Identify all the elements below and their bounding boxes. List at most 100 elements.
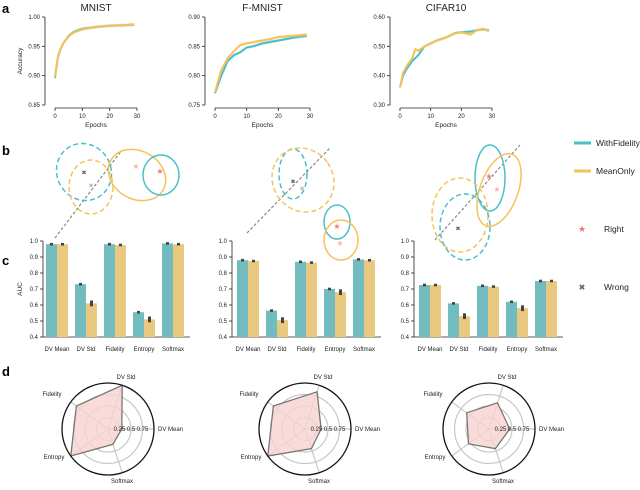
y-tick-label: 0.90	[28, 74, 40, 80]
y-tick-label: 0.7	[401, 287, 410, 293]
solid-ellipse	[323, 219, 359, 261]
ellipse-plot-1: ★ ★ ✖ ✖	[246, 147, 359, 261]
y-tick-label: 0.75	[188, 103, 200, 109]
chart-title: MNIST	[80, 3, 111, 14]
y-tick-label: 0.9	[401, 255, 410, 261]
series-line-meanonly	[214, 33, 307, 93]
legend-label-meanonly: MeanOnly	[596, 166, 635, 176]
x-tick-label: 20	[275, 114, 282, 120]
radar-polygon	[70, 384, 123, 457]
radar-outer-ring	[61, 382, 155, 476]
bar-withfidelity	[477, 285, 488, 337]
bar-meanonly	[364, 260, 375, 337]
bar-meanonly	[144, 319, 155, 337]
y-axis-label: Accuracy	[17, 47, 24, 74]
y-tick-label: 0.7	[219, 287, 228, 293]
bar-withfidelity	[535, 281, 546, 337]
radar-axis-label: Entropy	[44, 455, 65, 461]
radar-axis-label: Entropy	[425, 455, 446, 461]
radar-axis-label: DV Std	[116, 375, 135, 381]
bar-withfidelity	[162, 243, 173, 337]
x-axis-label: Epochs	[85, 122, 107, 129]
x-tick-label: 30	[489, 114, 496, 120]
right-marker-star: ★	[132, 162, 139, 171]
series-line-withfidelity	[54, 23, 135, 79]
x-axis-label: Epochs	[435, 122, 457, 129]
bar-meanonly	[57, 244, 68, 337]
bar-withfidelity	[448, 303, 459, 337]
radar-chart-2: 0.25 0.5 0.75 DV Mean DV Std Fidelity Entropy S…	[423, 375, 564, 485]
bar-chart-0: 0.4 0.5 0.6 0.7 0.8 0.9 1.0 AUC DV Mean DV Std Fid…	[17, 239, 190, 353]
dashed-ellipse	[68, 159, 114, 215]
right-marker-star: ★	[336, 239, 343, 248]
y-tick-label: 0.90	[188, 15, 200, 21]
y-tick-label: 0.85	[28, 103, 40, 109]
wrong-marker-x: ✖	[88, 183, 93, 190]
x-tick-label: 0	[213, 114, 217, 120]
x-axis-label: Epochs	[252, 122, 274, 129]
solid-ellipse	[142, 154, 180, 196]
bar-meanonly	[248, 261, 259, 337]
dashed-ellipse	[431, 177, 489, 253]
y-tick-label: 0.6	[30, 303, 39, 309]
radar-axis-label: DV Mean	[158, 427, 183, 433]
radar-axis-label: Softmax	[492, 479, 514, 485]
radar-axis-label: Softmax	[111, 479, 133, 485]
y-tick-label: 0.4	[401, 335, 410, 341]
ring-label: 0.25	[311, 427, 323, 433]
x-tick-label: 20	[458, 114, 465, 120]
y-tick-label: 1.0	[219, 239, 228, 245]
ring-label: 0.75	[137, 427, 149, 433]
wrong-marker-x: ✖	[290, 179, 295, 186]
line-chart-0: MNIST 0.85 0.90 0.95 1.00 0 10 20 30 Epochs Accura…	[17, 3, 141, 129]
category-label: Fidelity	[105, 347, 124, 353]
legend-label-wrong: Wrong	[604, 282, 629, 292]
radar-chart-1: 0.25 0.5 0.75 DV Mean DV Std Fidelity Entropy S…	[239, 375, 380, 485]
radar-outer-ring	[442, 382, 536, 476]
bar-meanonly	[306, 262, 317, 337]
bar-meanonly	[488, 286, 499, 337]
x-tick-label: 10	[243, 114, 250, 120]
radar-polygon	[465, 401, 511, 450]
star-icon: ★	[578, 224, 586, 234]
y-tick-label: 0.7	[30, 287, 39, 293]
radar-axis-label: DV Mean	[355, 427, 380, 433]
series-line-meanonly	[399, 27, 490, 88]
radar-axis-label: DV Mean	[539, 427, 564, 433]
diagonal-dashed-line	[54, 149, 123, 239]
y-axis-label: AUC	[17, 282, 24, 296]
legend-label-right: Right	[604, 224, 624, 234]
category-label: Fidelity	[478, 347, 497, 353]
x-tick-label: 20	[106, 114, 113, 120]
right-marker-star: ★	[156, 167, 163, 176]
category-label: Fidelity	[296, 347, 315, 353]
legend: WithFidelity MeanOnly ★ Right ✖ Wrong	[574, 138, 640, 292]
y-tick-label: 0.8	[401, 271, 410, 277]
solid-ellipse	[323, 204, 351, 240]
y-tick-label: 0.4	[219, 335, 228, 341]
y-tick-label: 0.40	[373, 74, 385, 80]
panel-label-d: d	[2, 364, 10, 379]
bar-withfidelity	[237, 260, 248, 337]
bar-meanonly	[546, 281, 557, 337]
wrong-marker-x: ✖	[455, 226, 460, 233]
bar-meanonly	[86, 303, 97, 337]
x-tick-label: 0	[398, 114, 402, 120]
radar-chart-0: 0.25 0.5 0.75 DV Mean DV Std Fidelity Entropy S…	[42, 375, 183, 485]
bar-withfidelity	[506, 301, 517, 337]
radar-axis-label: Fidelity	[42, 392, 61, 398]
panel-label-a: a	[2, 1, 10, 16]
x-tick-label: 0	[53, 114, 57, 120]
x-tick-label: 10	[427, 114, 434, 120]
bar-chart-1: 0.4 0.5 0.6 0.7 0.8 0.9 1.0 DV Mean DV Std Fideli…	[219, 239, 381, 353]
chart-title: CIFAR10	[426, 3, 467, 14]
radar-axis-label: Fidelity	[423, 392, 442, 398]
dashed-ellipse	[278, 148, 308, 200]
category-label: Entropy	[134, 347, 155, 353]
dashed-ellipse	[271, 147, 335, 213]
y-tick-label: 0.50	[373, 44, 385, 50]
y-tick-label: 0.95	[28, 44, 40, 50]
ring-label: 0.75	[518, 427, 530, 433]
radar-polygon	[267, 390, 322, 457]
